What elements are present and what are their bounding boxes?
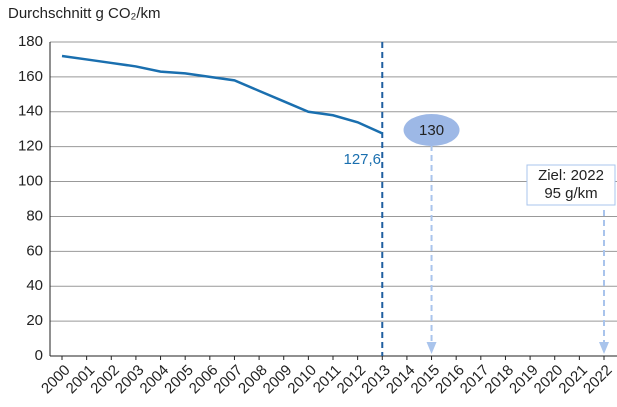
y-tick-label: 160 [18,68,43,85]
y-tick-label: 40 [26,277,43,294]
arrow-head [599,342,609,354]
bubble [403,114,460,146]
y-tick-label: 0 [35,347,43,364]
y-tick-label: 100 [18,173,43,190]
y-tick-label: 120 [18,138,43,155]
y-tick-label: 20 [26,312,43,329]
annotation: 130 [419,122,444,139]
y-tick-label: 80 [26,207,43,224]
x-tick-label: 2022 [580,362,616,398]
annotation: Ziel: 2022 [538,167,604,184]
line [61,54,383,135]
annotation: 95 g/km [544,185,597,202]
arrow-head [426,342,437,354]
y-tick-label: 60 [26,242,43,259]
annotation: 127,6 [343,151,381,168]
y-tick-label: 180 [18,33,43,50]
axis-title: Durchschnitt g CO₂/km [8,5,161,22]
y-tick-label: 140 [18,103,43,120]
annotation-box [526,164,616,206]
